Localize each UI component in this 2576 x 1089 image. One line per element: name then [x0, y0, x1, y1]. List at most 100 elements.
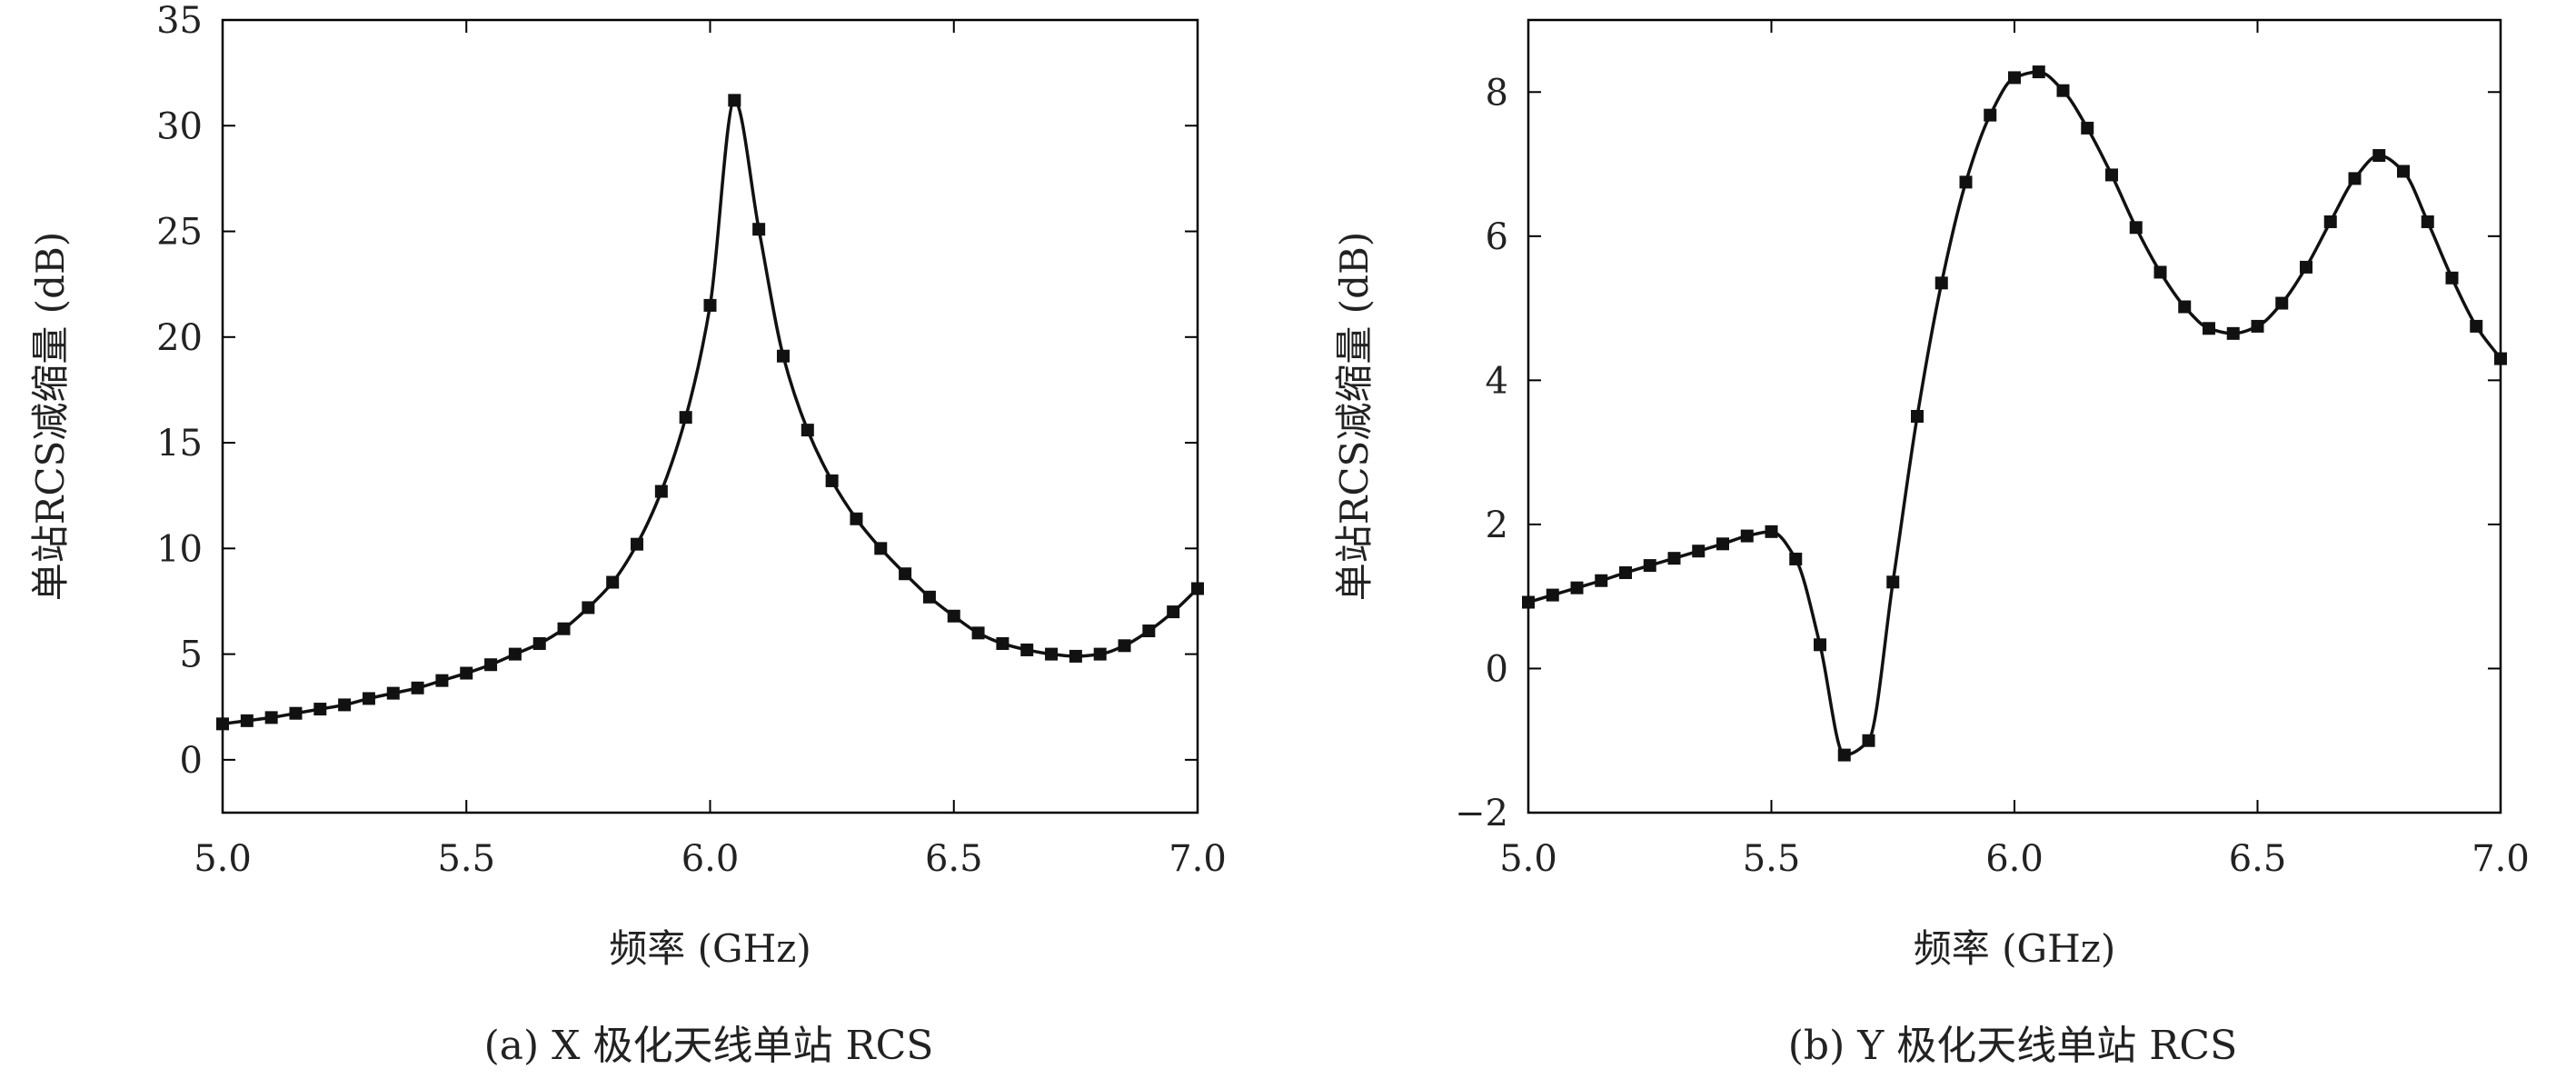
data-point-marker — [2300, 260, 2312, 274]
x-tick-label: 5.5 — [1743, 838, 1801, 880]
y-tick-label: 6 — [1486, 216, 1508, 258]
data-point-marker — [289, 706, 303, 720]
y-axis-title: 单站RCS减缩量 (dB) — [1332, 232, 1377, 601]
data-point-marker — [2251, 319, 2264, 333]
data-point-marker — [1118, 639, 1131, 653]
data-point-marker — [1595, 574, 1608, 587]
y-tick-label: 2 — [1486, 505, 1508, 546]
data-point-marker — [2494, 352, 2507, 365]
data-point-marker — [2081, 121, 2094, 135]
data-point-marker — [2275, 296, 2289, 310]
data-point-marker — [1934, 276, 1948, 290]
x-tick-label: 6.5 — [2229, 838, 2287, 880]
data-point-marker — [1522, 595, 1535, 609]
data-point-marker — [1142, 624, 1156, 638]
data-point-marker — [240, 714, 254, 727]
data-point-marker — [1191, 582, 1204, 595]
x-tick-label: 5.5 — [437, 838, 495, 880]
data-point-marker — [1692, 544, 1706, 558]
data-point-marker — [1911, 410, 1924, 423]
data-point-marker — [874, 542, 888, 555]
data-point-marker — [435, 674, 449, 687]
data-point-marker — [971, 626, 985, 640]
x-axis-title: 频率 (GHz) — [1914, 926, 2115, 971]
data-point-marker — [1814, 638, 1826, 652]
data-point-marker — [1546, 588, 1559, 602]
data-point-marker — [386, 686, 400, 700]
data-point-marker — [1716, 537, 1729, 551]
data-point-marker — [1093, 647, 1107, 661]
data-point-marker — [1837, 748, 1851, 762]
data-point-marker — [2056, 84, 2070, 97]
x-axis-title: 频率 (GHz) — [609, 926, 811, 971]
y-tick-label: 35 — [156, 0, 203, 42]
series-line — [222, 98, 1199, 726]
data-point-marker — [2105, 168, 2118, 182]
data-point-marker — [825, 474, 839, 487]
data-point-marker — [850, 512, 863, 525]
data-point-marker — [1789, 552, 1803, 565]
x-tick-label: 6.0 — [1985, 838, 2044, 880]
y-tick-label: 5 — [180, 634, 203, 676]
y-tick-label: 0 — [180, 740, 203, 782]
data-point-marker — [2470, 319, 2483, 333]
data-point-marker — [2348, 172, 2362, 185]
y-tick-label: −2 — [1455, 793, 1508, 834]
data-point-marker — [654, 485, 668, 498]
y-tick-label: 15 — [156, 423, 203, 465]
data-point-marker — [2203, 322, 2215, 335]
x-tick-label: 5.0 — [194, 838, 252, 880]
data-point-marker — [1740, 529, 1754, 543]
data-point-marker — [1984, 108, 1997, 122]
data-point-marker — [1959, 175, 1973, 189]
data-point-marker — [1886, 575, 1900, 589]
y-tick-label: 30 — [156, 105, 203, 147]
y-tick-label: 4 — [1486, 360, 1508, 402]
x-tick-label: 7.0 — [2472, 838, 2530, 880]
data-point-marker — [752, 223, 766, 236]
data-point-marker — [703, 298, 717, 312]
data-point-marker — [362, 692, 375, 705]
data-point-marker — [484, 658, 498, 672]
x-tick-label: 6.5 — [925, 838, 983, 880]
data-point-marker — [1643, 559, 1656, 573]
data-point-marker — [411, 681, 424, 694]
data-point-marker — [582, 601, 595, 614]
panel-b: 5.0 5.5 6.0 6.5 7.0 −2 0 2 4 6 8 频率 (GHz) 单站RCS减缩量 (… — [1332, 18, 2530, 1069]
data-point-marker — [776, 349, 790, 363]
data-point-marker — [1167, 605, 1180, 619]
data-point-marker — [2397, 165, 2410, 178]
x-tick-label: 5.0 — [1499, 838, 1557, 880]
data-point-marker — [728, 94, 741, 107]
panel-a: 5.0 5.5 6.0 6.5 7.0 0 5 10 15 20 25 30 35 频率 (GHz) 单站R… — [28, 0, 1227, 1069]
data-point-marker — [1069, 649, 1082, 663]
data-point-marker — [557, 622, 571, 635]
data-point-marker — [2129, 221, 2143, 235]
data-point-marker — [801, 424, 814, 437]
y-tick-label: 10 — [156, 528, 203, 570]
data-point-marker — [631, 537, 644, 551]
data-point-marker — [1667, 552, 1681, 565]
data-point-marker — [2323, 215, 2337, 228]
panel-caption: (b) Y 极化天线单站 RCS — [1788, 1023, 2237, 1069]
data-point-marker — [2421, 215, 2434, 228]
data-point-marker — [338, 698, 352, 712]
y-axis-title: 单站RCS减缩量 (dB) — [28, 232, 73, 601]
data-point-marker — [1045, 647, 1059, 661]
data-point-marker — [2032, 65, 2045, 79]
x-tick-label: 7.0 — [1169, 838, 1227, 880]
data-point-marker — [679, 411, 692, 425]
y-tick-label: 8 — [1486, 72, 1508, 114]
data-point-marker — [2226, 326, 2240, 340]
plot-frame — [1527, 18, 2502, 814]
data-point-marker — [2372, 149, 2386, 163]
data-point-marker — [460, 666, 473, 680]
data-point-marker — [2445, 271, 2459, 285]
data-point-marker — [313, 703, 327, 716]
y-tick-label: 25 — [156, 212, 203, 254]
y-tick-label: 20 — [156, 317, 203, 359]
y-tick-label: 0 — [1486, 648, 1508, 690]
data-point-marker — [508, 647, 522, 661]
x-tick-label: 6.0 — [681, 838, 740, 880]
data-point-marker — [947, 609, 960, 623]
